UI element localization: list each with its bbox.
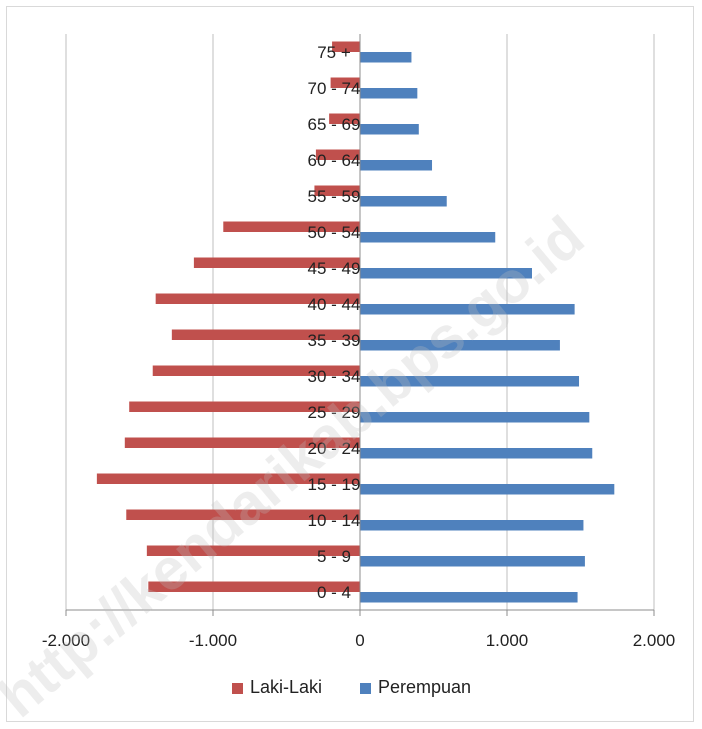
category-labels: 0 - 4 5 - 9 10 - 14 15 - 19 20 - 24 25 - 29 30…	[308, 43, 361, 602]
category-label-1: 5 - 9	[317, 547, 351, 566]
legend-swatch-1	[360, 683, 371, 694]
bar-perempuan-4	[360, 448, 593, 459]
category-label-12: 60 - 64	[308, 151, 361, 170]
bar-laki-laki-11	[314, 185, 360, 196]
bar-laki-laki-5	[129, 401, 360, 412]
bar-perempuan-9	[360, 268, 532, 279]
category-label-11: 55 - 59	[308, 187, 361, 206]
legend-label-0: Laki-Laki	[250, 677, 322, 697]
bar-laki-laki-9	[193, 257, 360, 268]
category-label-3: 15 - 19	[308, 475, 361, 494]
bar-laki-laki-14	[330, 77, 360, 88]
x-tick-label-0: -2.000	[42, 631, 90, 650]
category-label-6: 30 - 34	[308, 367, 361, 386]
category-label-5: 25 - 29	[308, 403, 361, 422]
legend: Laki-Laki Perempuan	[232, 677, 471, 697]
bar-perempuan-2	[360, 520, 584, 531]
bar-laki-laki-3	[96, 473, 361, 484]
category-label-10: 50 - 54	[308, 223, 361, 242]
bar-laki-laki-6	[152, 365, 360, 376]
category-label-7: 35 - 39	[308, 331, 361, 350]
bar-laki-laki-0	[148, 581, 360, 592]
bar-perempuan-11	[360, 196, 447, 207]
x-tick-label-2: 0	[355, 631, 364, 650]
bar-laki-laki-12	[315, 149, 360, 160]
bar-perempuan-12	[360, 160, 433, 171]
bar-laki-laki-8	[155, 293, 360, 304]
category-label-0: 0 - 4	[317, 583, 351, 602]
x-tick-label-4: 2.000	[633, 631, 676, 650]
bar-laki-laki-13	[329, 113, 360, 124]
category-label-8: 40 - 44	[308, 295, 361, 314]
bar-perempuan-5	[360, 412, 590, 423]
bar-laki-laki-4	[124, 437, 360, 448]
bars	[96, 41, 615, 603]
bar-perempuan-10	[360, 232, 496, 243]
bar-perempuan-15	[360, 52, 412, 63]
legend-swatch-0	[232, 683, 243, 694]
bar-laki-laki-10	[223, 221, 360, 232]
bar-laki-laki-2	[126, 509, 361, 520]
bar-perempuan-6	[360, 376, 580, 387]
chart-frame	[6, 6, 694, 722]
category-label-15: 75 +	[317, 43, 351, 62]
x-axis: -2.000 -1.000 0 1.000 2.000	[42, 34, 675, 650]
x-tick-label-1: -1.000	[189, 631, 237, 650]
bar-perempuan-7	[360, 340, 560, 351]
bar-perempuan-8	[360, 304, 575, 315]
bar-laki-laki-1	[146, 545, 360, 556]
category-label-4: 20 - 24	[308, 439, 361, 458]
bar-laki-laki-15	[332, 41, 360, 52]
bar-perempuan-0	[360, 592, 578, 603]
bar-perempuan-3	[360, 484, 615, 495]
x-tick-label-3: 1.000	[486, 631, 529, 650]
bar-perempuan-14	[360, 88, 418, 99]
category-label-14: 70 - 74	[308, 79, 361, 98]
category-label-13: 65 - 69	[308, 115, 361, 134]
bar-perempuan-1	[360, 556, 585, 567]
bar-perempuan-13	[360, 124, 419, 135]
category-label-9: 45 - 49	[308, 259, 361, 278]
category-label-2: 10 - 14	[308, 511, 361, 530]
bar-laki-laki-7	[171, 329, 360, 340]
legend-label-1: Perempuan	[378, 677, 471, 697]
